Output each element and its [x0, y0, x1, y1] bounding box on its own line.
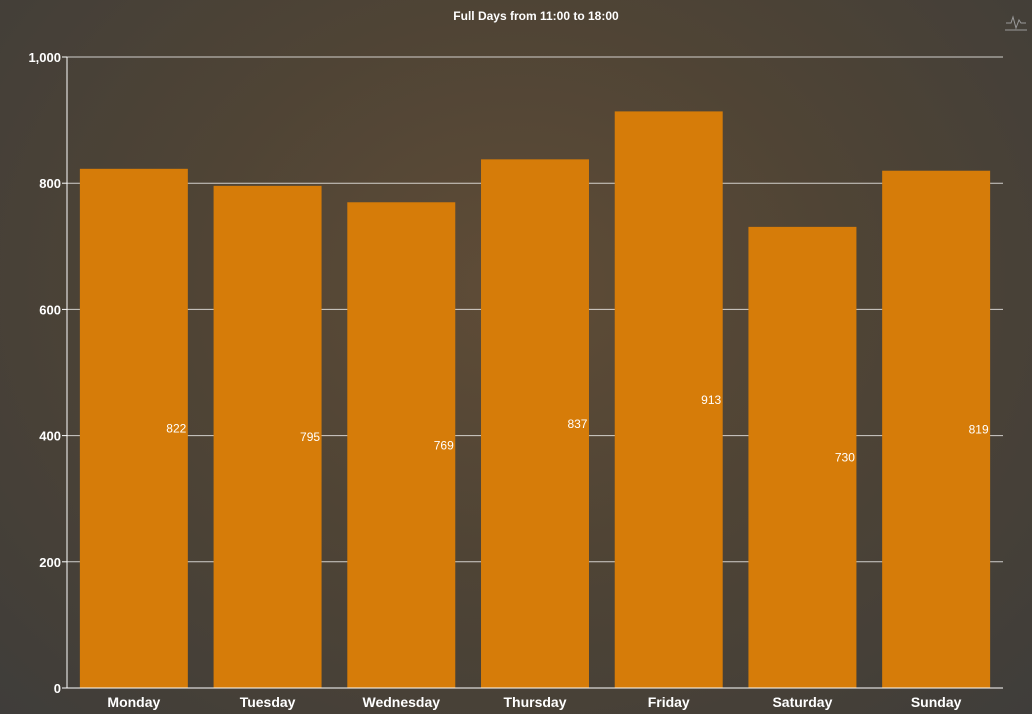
activity-icon[interactable] — [1005, 15, 1027, 31]
x-tick-label: Thursday — [503, 694, 566, 710]
x-tick-label: Saturday — [772, 694, 832, 710]
bar-sunday[interactable] — [882, 170, 991, 689]
chart-title: Full Days from 11:00 to 18:00 — [453, 9, 619, 23]
data-label: 730 — [835, 451, 855, 465]
data-label: 795 — [300, 430, 320, 444]
bar-friday[interactable] — [614, 111, 723, 689]
bar-tuesday[interactable] — [213, 185, 322, 689]
x-tick-label: Monday — [107, 694, 160, 710]
data-label: 822 — [166, 422, 186, 436]
data-label: 819 — [969, 423, 989, 437]
y-tick-label: 0 — [54, 681, 61, 696]
y-tick-label: 1,000 — [28, 50, 61, 65]
data-label: 837 — [567, 417, 587, 431]
y-tick-label: 200 — [39, 555, 61, 570]
data-label: 913 — [701, 393, 721, 407]
bar-monday[interactable] — [79, 168, 188, 689]
bar-thursday[interactable] — [481, 159, 589, 689]
x-axis-tick-labels: Monday Tuesday Wednesday Thursday Friday Satu… — [107, 694, 961, 710]
bar-wednesday[interactable] — [347, 202, 456, 689]
x-tick-label: Friday — [648, 694, 690, 710]
data-label: 769 — [434, 438, 454, 452]
data-labels: 822 795 769 837 913 730 819 — [166, 393, 989, 465]
x-tick-label: Sunday — [911, 694, 962, 710]
y-axis-tick-labels: 0 200 400 600 800 1,000 — [28, 50, 61, 696]
y-tick-label: 800 — [39, 176, 61, 191]
y-tick-label: 400 — [39, 429, 61, 444]
axes — [66, 57, 1003, 689]
x-tick-label: Wednesday — [363, 694, 441, 710]
x-tick-label: Tuesday — [240, 694, 296, 710]
y-tick-label: 600 — [39, 302, 61, 317]
bars — [79, 111, 991, 689]
